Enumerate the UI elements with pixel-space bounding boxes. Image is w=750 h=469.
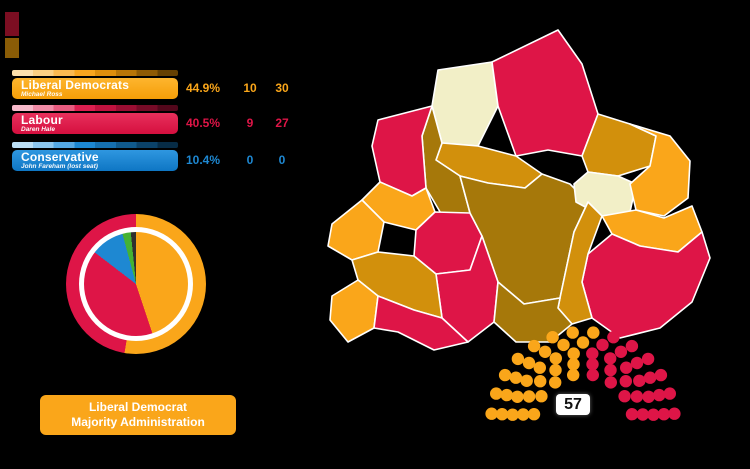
ochre-swatch (5, 38, 19, 58)
seat-dot (654, 368, 668, 382)
seat-dot (625, 339, 639, 353)
seat-dot (630, 390, 644, 403)
labour-party-name: Labour (21, 113, 63, 127)
seat-dot (618, 390, 631, 403)
seat-dot (586, 347, 599, 360)
seat-dot (643, 371, 657, 384)
labour-seats-won: 9 (246, 116, 254, 130)
seat-dot (641, 352, 655, 366)
seat-dot (509, 371, 523, 384)
libdem-party-name: Liberal Democrats (21, 78, 130, 92)
seat-dot (633, 374, 646, 387)
seat-dot (506, 408, 519, 421)
ward-region (329, 279, 379, 343)
libdem-seats-won: 10 (243, 81, 257, 95)
seat-dot (533, 361, 546, 374)
ward-region (581, 231, 711, 339)
seat-dot (653, 388, 666, 402)
seat-dot (642, 390, 655, 403)
administration-line2: Majority Administration (71, 415, 205, 429)
administration-line1: Liberal Democrat (88, 400, 188, 414)
crimson-swatch (5, 12, 19, 36)
seat-dot (485, 407, 498, 420)
vote-share-pie (84, 232, 188, 336)
legend-row-conservative: Conservative John Fareham (lost seat) 10… (12, 142, 312, 171)
ward-region (491, 29, 599, 157)
labour-party-bar: Labour Daren Hale (12, 113, 178, 134)
ward-region (431, 61, 499, 147)
seat-dot (546, 331, 559, 344)
seat-dot (500, 388, 513, 402)
conservative-seats-won: 0 (246, 153, 254, 167)
libdem-gradient-strip (12, 70, 178, 76)
seat-dot (522, 356, 536, 370)
conservative-party-name: Conservative (21, 150, 99, 164)
seat-dot (614, 345, 628, 358)
total-seats-label: 57 (556, 394, 590, 415)
seat-dot (567, 368, 580, 382)
ward-region (493, 281, 573, 343)
administration-result-box: Liberal Democrat Majority Administration (40, 395, 236, 435)
seat-dot (549, 352, 562, 365)
seat-dot (625, 408, 639, 421)
labour-seats-total: 27 (275, 116, 289, 130)
seat-dot (663, 387, 676, 400)
seat-dot (511, 390, 524, 403)
seat-dot (586, 358, 599, 371)
seat-dot (538, 345, 552, 358)
labour-leader-name: Daren Hale (21, 126, 55, 133)
seat-dot (647, 408, 660, 421)
seat-dot (668, 407, 681, 420)
seat-dot (557, 338, 570, 352)
seat-dot (657, 408, 671, 421)
seat-dot (586, 368, 599, 382)
seat-dot (607, 331, 620, 344)
seat-dot (619, 375, 632, 388)
conservative-gradient-strip (12, 142, 178, 148)
seat-dot (596, 338, 609, 352)
seat-dot (567, 347, 580, 360)
parliament-seat-diagram (485, 326, 681, 421)
seat-dot (498, 368, 512, 382)
libdem-party-bar: Liberal Democrats Michael Ross (12, 78, 178, 99)
seat-dot (567, 358, 580, 371)
seat-dot (549, 363, 562, 377)
seat-dot (636, 408, 649, 421)
seat-dot (630, 356, 644, 370)
seat-dot (520, 374, 533, 387)
seat-dot (549, 376, 562, 389)
seat-dot (587, 326, 600, 339)
seat-dot (534, 375, 547, 388)
seat-dot (522, 390, 536, 403)
seat-dot (576, 336, 590, 349)
seat-dot (604, 363, 617, 377)
seat-dot (490, 387, 503, 400)
conservative-vote-share: 10.4% (186, 153, 221, 167)
seat-dot (511, 352, 525, 366)
ward-results-map (327, 29, 711, 351)
seat-dot (566, 326, 579, 339)
conservative-leader-name: John Fareham (lost seat) (21, 163, 98, 170)
legend-row-labour: Labour Daren Hale 40.5% 9 27 (12, 105, 312, 134)
seat-dot (535, 390, 548, 403)
libdem-vote-share: 44.9% (186, 81, 221, 95)
libdem-seats-total: 30 (275, 81, 289, 95)
labour-vote-share: 40.5% (186, 116, 221, 130)
seat-dot (604, 352, 617, 365)
seat-dot (604, 376, 617, 389)
seat-dot (527, 408, 541, 421)
ward-region (629, 123, 691, 217)
seat-dot (517, 408, 530, 421)
libdem-leader-name: Michael Ross (21, 91, 63, 98)
legend-row-libdem: Liberal Democrats Michael Ross 44.9% 10 … (12, 70, 312, 99)
conservative-party-bar: Conservative John Fareham (lost seat) (12, 150, 178, 171)
seat-dot (620, 361, 633, 374)
labour-gradient-strip (12, 105, 178, 111)
seat-dot (495, 408, 509, 421)
conservative-seats-total: 0 (278, 153, 286, 167)
ward-region (373, 295, 469, 351)
seat-dot (527, 339, 541, 353)
